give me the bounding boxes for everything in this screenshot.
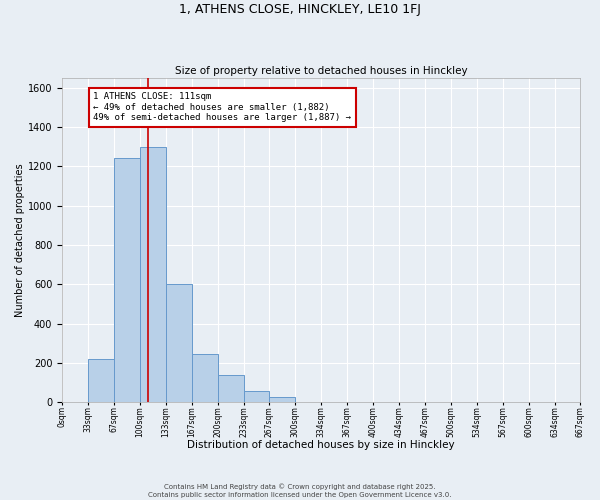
Y-axis label: Number of detached properties: Number of detached properties [15,163,25,316]
Bar [114,158,140,402]
Bar [192,354,218,402]
Bar [140,146,166,402]
Bar [244,392,269,402]
Bar [88,359,114,402]
Bar [218,374,244,402]
Text: 1, ATHENS CLOSE, HINCKLEY, LE10 1FJ: 1, ATHENS CLOSE, HINCKLEY, LE10 1FJ [179,2,421,16]
Text: Contains HM Land Registry data © Crown copyright and database right 2025.
Contai: Contains HM Land Registry data © Crown c… [148,484,452,498]
Title: Size of property relative to detached houses in Hinckley: Size of property relative to detached ho… [175,66,467,76]
Bar [166,284,192,402]
X-axis label: Distribution of detached houses by size in Hinckley: Distribution of detached houses by size … [187,440,455,450]
Bar [269,398,295,402]
Text: 1 ATHENS CLOSE: 111sqm
← 49% of detached houses are smaller (1,882)
49% of semi-: 1 ATHENS CLOSE: 111sqm ← 49% of detached… [93,92,351,122]
